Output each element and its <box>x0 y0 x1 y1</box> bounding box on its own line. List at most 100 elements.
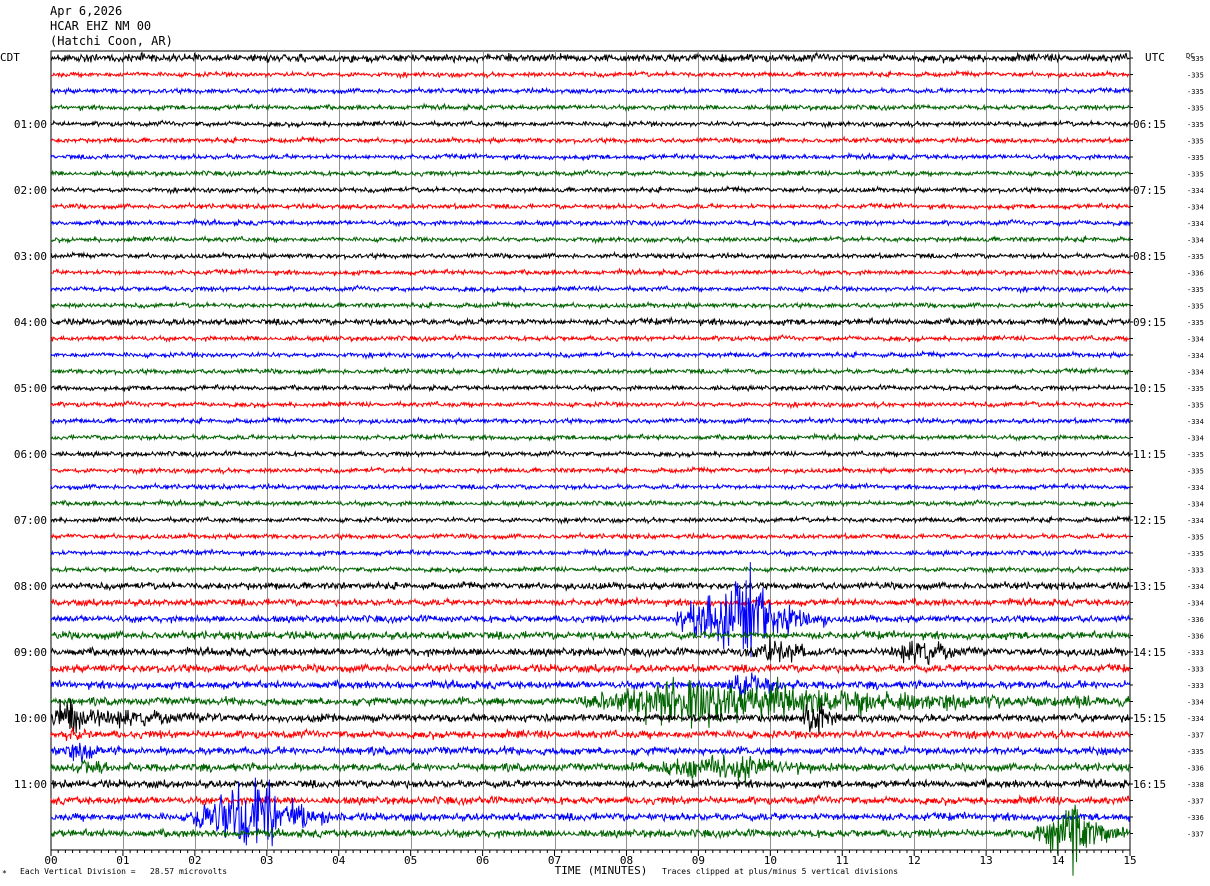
seismic-trace-44 <box>50 754 1131 783</box>
dc-offset-label: -335 <box>1187 550 1204 558</box>
seismic-trace-1 <box>50 51 1130 65</box>
seismic-trace-25 <box>50 449 1131 459</box>
dc-offset-label: -335 <box>1187 171 1204 179</box>
dc-offset-label: -335 <box>1187 88 1204 96</box>
seismic-trace-30 <box>50 531 1130 542</box>
right-hour-label: 12:15 <box>1133 514 1166 527</box>
dc-offset-label: -334 <box>1187 517 1204 525</box>
dc-offset-label: -335 <box>1187 105 1204 113</box>
seismic-trace-32 <box>50 564 1130 575</box>
dc-offset-label: -335 <box>1187 451 1204 459</box>
x-tick-label: 05 <box>404 854 417 867</box>
x-tick-label: 01 <box>116 854 129 867</box>
dc-offset-label: -334 <box>1187 220 1204 228</box>
dc-offset-label: -335 <box>1187 385 1204 393</box>
dc-offset-label: -334 <box>1187 435 1204 443</box>
x-tick-label: 04 <box>332 854 346 867</box>
dc-offset-label: -336 <box>1187 270 1204 278</box>
seismic-trace-35 <box>50 562 1131 658</box>
left-hour-label: 07:00 <box>14 514 47 527</box>
seismic-trace-20 <box>50 366 1131 377</box>
seismic-trace-22 <box>50 399 1131 410</box>
dc-offset-label: -333 <box>1187 682 1204 690</box>
dc-offset-label: -333 <box>1187 649 1204 657</box>
dc-offset-label: -336 <box>1187 616 1204 624</box>
seismic-trace-18 <box>50 333 1130 344</box>
right-hour-label: 15:15 <box>1133 712 1166 725</box>
x-tick-label: 13 <box>980 854 993 867</box>
x-tick-label: 03 <box>260 854 273 867</box>
seismic-trace-16 <box>50 300 1131 311</box>
dc-offset-label: -334 <box>1187 336 1204 344</box>
dc-offset-label: -337 <box>1187 798 1204 806</box>
seismic-trace-10 <box>50 201 1131 211</box>
dc-offset-label: -335 <box>1187 121 1204 129</box>
left-hour-label: 11:00 <box>14 778 47 791</box>
dc-offset-label: -333 <box>1187 567 1204 575</box>
dc-header-label: DC <box>1186 52 1194 60</box>
seismic-trace-24 <box>50 432 1130 442</box>
dc-offset-label: -335 <box>1187 319 1204 327</box>
seismic-trace-37 <box>50 636 1131 666</box>
seismic-trace-11 <box>50 217 1131 228</box>
right-hour-label: 10:15 <box>1133 382 1166 395</box>
seismic-trace-48 <box>50 804 1131 876</box>
seismic-trace-41 <box>50 699 1131 736</box>
dc-offset-label: -334 <box>1187 352 1204 360</box>
dc-offset-label: -334 <box>1187 583 1204 591</box>
x-tick-label: 14 <box>1051 854 1065 867</box>
dc-offset-label: -335 <box>1187 154 1204 162</box>
left-hour-label: 03:00 <box>14 250 47 263</box>
x-tick-label: 10 <box>764 854 777 867</box>
scale-note: Each Vertical Division = 28.57 microvolt… <box>20 867 228 876</box>
right-hour-label: 09:15 <box>1133 316 1166 329</box>
x-tick-label: 08 <box>620 854 633 867</box>
seismic-trace-36 <box>50 629 1130 642</box>
x-tick-label: 09 <box>692 854 705 867</box>
seismic-trace-45 <box>50 777 1131 790</box>
right-timezone-label: UTC <box>1145 51 1165 64</box>
seismic-trace-3 <box>50 85 1131 96</box>
right-hour-label: 11:15 <box>1133 448 1166 461</box>
seismic-trace-34 <box>50 595 1131 608</box>
seismic-trace-33 <box>50 580 1131 593</box>
dc-offset-label: -335 <box>1187 286 1204 294</box>
dc-offset-label: -334 <box>1187 369 1204 377</box>
dc-offset-label: -334 <box>1187 418 1204 426</box>
dc-offset-label: -335 <box>1187 72 1204 80</box>
dc-offset-label: -334 <box>1187 715 1204 723</box>
dc-offset-label: -336 <box>1187 814 1204 822</box>
dc-offset-label: -337 <box>1187 831 1204 839</box>
seismic-trace-46 <box>50 793 1131 807</box>
dc-offset-label: -336 <box>1187 633 1204 641</box>
seismic-trace-23 <box>50 415 1130 426</box>
seismic-trace-8 <box>50 168 1131 179</box>
dc-offset-label: -335 <box>1187 402 1204 410</box>
dc-offset-label: -338 <box>1187 781 1204 789</box>
dc-offset-label: -335 <box>1187 303 1204 311</box>
seismic-trace-28 <box>50 498 1131 509</box>
seismic-trace-31 <box>50 547 1131 558</box>
right-hour-label: 08:15 <box>1133 250 1166 263</box>
right-hour-label: 14:15 <box>1133 646 1166 659</box>
seismic-trace-27 <box>50 481 1131 492</box>
seismic-trace-43 <box>50 742 1131 763</box>
header-location: (Hatchi Coon, AR) <box>50 34 173 48</box>
seismic-trace-12 <box>50 234 1131 245</box>
seismic-trace-26 <box>50 465 1131 476</box>
left-hour-label: 02:00 <box>14 184 47 197</box>
dc-offset-label: -334 <box>1187 699 1204 707</box>
seismic-trace-17 <box>50 315 1131 327</box>
left-hour-label: 01:00 <box>14 118 47 131</box>
clip-note: Traces clipped at plus/minus 5 vertical … <box>662 867 899 876</box>
seismic-trace-2 <box>50 69 1130 80</box>
left-hour-label: 06:00 <box>14 448 47 461</box>
left-hour-label: 04:00 <box>14 316 47 329</box>
seismic-trace-14 <box>50 267 1131 277</box>
seismic-trace-21 <box>50 382 1131 393</box>
seismic-trace-6 <box>50 135 1130 146</box>
dc-offset-label: -334 <box>1187 484 1204 492</box>
dc-offset-label: -334 <box>1187 501 1204 509</box>
dc-offset-label: -334 <box>1187 187 1204 195</box>
